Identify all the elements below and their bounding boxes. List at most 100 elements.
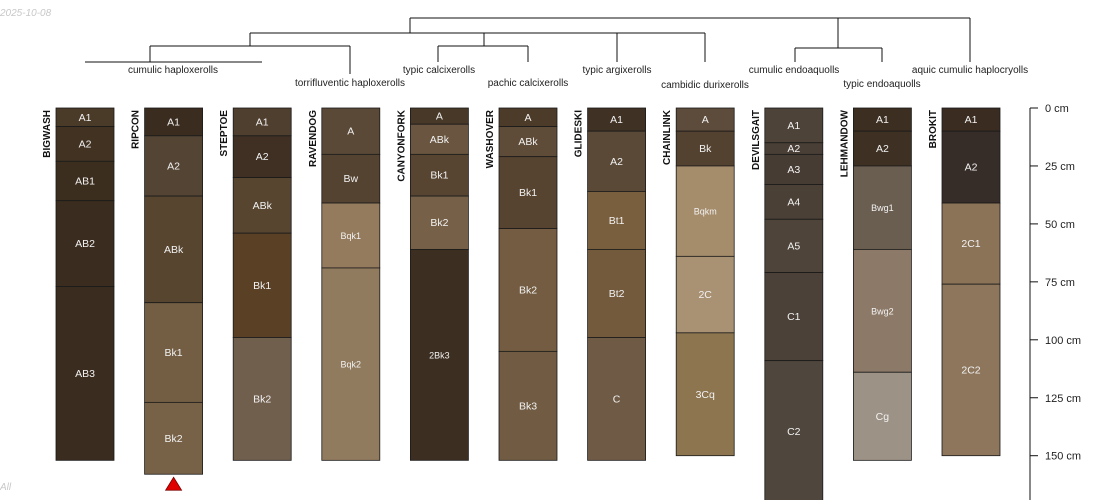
horizon: [144, 135, 204, 197]
horizon: [675, 332, 735, 457]
profile-name: BROKIT: [928, 110, 939, 148]
horizon: [409, 248, 469, 461]
axis-tick-label: 100 cm: [1045, 335, 1081, 347]
horizon-label: ABk: [518, 136, 538, 148]
horizon-label: A1: [610, 114, 623, 126]
taxon-label: cumulic haploxerolls: [128, 65, 218, 76]
horizon-label: C: [613, 393, 621, 405]
axis-tick-label: 50 cm: [1045, 219, 1075, 231]
horizon: [409, 123, 469, 155]
horizon: [321, 153, 381, 204]
horizon: [232, 177, 292, 234]
horizon: [321, 202, 381, 269]
horizon-label: A2: [610, 156, 623, 168]
horizon-label: A1: [787, 120, 800, 132]
profile-chainlink: A Bk Bqkm 2C 3Cq CHAINLINK: [662, 107, 735, 457]
profile-ripcon: A1 A2 ABk Bk1 Bk2 RIPCON: [131, 107, 204, 475]
horizon: [853, 130, 912, 167]
horizon-label: A: [524, 112, 531, 124]
horizon: [321, 267, 381, 461]
horizon: [232, 232, 292, 338]
axis-tick-label: 0 cm: [1045, 103, 1069, 115]
horizon-label: C2: [787, 426, 801, 438]
horizon: [853, 248, 912, 373]
profile-name: RIPCON: [131, 110, 142, 149]
horizon-label: C1: [787, 311, 801, 323]
horizon-label: Bk2: [430, 217, 448, 229]
profile-name: CHAINLINK: [662, 109, 673, 165]
horizon: [409, 195, 469, 250]
horizon: [764, 272, 824, 362]
axis-tick-label: 25 cm: [1045, 161, 1075, 173]
horizon: [764, 184, 824, 220]
horizon-label: A5: [787, 240, 800, 252]
horizon-label: Bw: [344, 173, 359, 185]
horizon-label: A1: [167, 116, 180, 128]
horizon: [764, 153, 824, 185]
horizon-label: A: [436, 111, 443, 123]
horizon: [675, 130, 735, 167]
profile-name: GLIDESKI: [574, 110, 585, 157]
profile-name: CANYONFORK: [396, 109, 407, 181]
horizon-label: Bk1: [430, 170, 448, 182]
horizon: [55, 286, 115, 461]
horizon: [941, 130, 1001, 204]
horizon: [498, 350, 558, 461]
horizon: [144, 302, 204, 403]
profile-name: LEHMANDOW: [839, 109, 850, 177]
depth-axis: 0 cm 25 cm 50 cm 75 cm 100 cm 125 cm 150 cm: [1029, 103, 1081, 500]
horizon-label: A1: [876, 114, 889, 126]
taxon-label: cambidic durixerolls: [661, 80, 749, 91]
profile-name: RAVENDOG: [308, 110, 319, 167]
horizon-label: A1: [256, 116, 269, 128]
horizon-label: Bt1: [609, 215, 625, 227]
horizon: [498, 228, 558, 352]
horizon: [587, 337, 646, 461]
profile-name: DEVILSGAIT: [751, 110, 762, 170]
horizon-label: ABk: [164, 244, 184, 256]
horizon: [853, 371, 912, 461]
horizon-label: Bk1: [253, 280, 271, 292]
profile-name: STEPTOE: [219, 110, 230, 157]
horizon-label: A3: [787, 164, 800, 176]
horizon-label: A2: [876, 143, 889, 155]
horizon-label: A2: [256, 151, 269, 163]
horizon-label: A4: [787, 196, 800, 208]
horizon-label: A2: [167, 160, 180, 172]
horizon-label: Bk2: [253, 393, 271, 405]
horizon-label: Bt2: [609, 288, 625, 300]
taxon-label: typic argixerolls: [583, 65, 652, 76]
profile-steptoe: A1 A2 ABk Bk1 Bk2 STEPTOE: [219, 107, 292, 461]
horizon-label: AB3: [75, 368, 95, 380]
horizon: [232, 337, 292, 461]
taxon-label: aquic cumulic haplocryolls: [912, 65, 1028, 76]
triangle-marker-icon: [164, 476, 183, 491]
horizon-label: Bqk1: [341, 231, 362, 241]
horizon: [409, 153, 469, 197]
date-label: 2025-10-08: [0, 8, 52, 19]
horizon: [144, 107, 204, 137]
profile-brokit: A1 A2 2C1 2C2 BROKIT: [928, 107, 1001, 457]
horizon-label: A1: [965, 114, 978, 126]
horizon-label: A: [347, 126, 354, 138]
horizon-label: Cg: [876, 411, 890, 423]
horizon: [675, 165, 735, 257]
horizon: [587, 248, 646, 338]
horizon-label: A: [702, 114, 709, 126]
horizon-label: Bk2: [165, 433, 183, 445]
horizon-label: A1: [79, 112, 92, 124]
horizon-label: Bk: [699, 143, 712, 155]
horizon-label: 2C2: [961, 364, 980, 376]
taxon-label: pachic calcixerolls: [488, 78, 569, 89]
horizon: [941, 283, 1001, 457]
horizon-label: Bk1: [165, 347, 183, 359]
horizon-label: 3Cq: [696, 389, 715, 401]
horizon-label: Bwg1: [871, 203, 894, 213]
horizon-label: Bqk2: [341, 360, 362, 370]
markers: [164, 476, 183, 491]
horizon-label: Bk1: [519, 187, 537, 199]
profile-bigwash: A1 A2 AB1 AB2 AB3 BIGWASH: [42, 107, 115, 461]
horizon-label: AB1: [75, 176, 95, 188]
